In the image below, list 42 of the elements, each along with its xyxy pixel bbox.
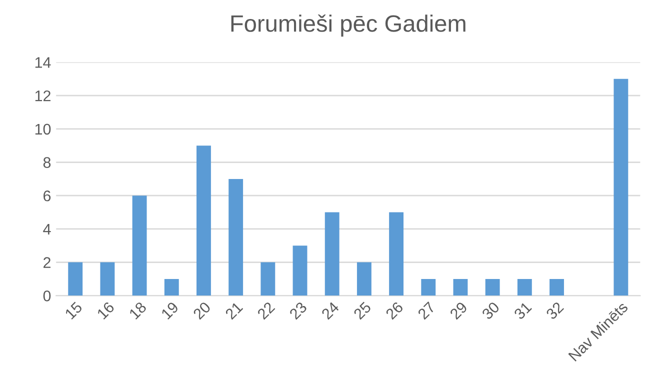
y-tick-label: 2 [44,257,50,268]
bar [517,278,532,296]
bar [324,212,340,296]
x-tick-label: 20 [192,301,212,320]
x-tick-label: 32 [545,301,564,320]
y-tick-label: 8 [43,157,51,168]
bar [196,146,211,296]
bar [68,262,83,296]
bar [614,78,628,296]
x-tick-label: 26 [385,301,404,320]
x-tick-label: 23 [288,301,308,320]
x-tick-label: 15 [64,301,83,320]
bar [260,262,276,296]
x-tick-label: 29 [449,301,468,320]
bar [164,278,179,296]
bar [453,278,468,296]
x-tick-label: 27 [417,301,436,320]
x-tick-label: 22 [256,301,276,320]
bar [550,278,564,296]
x-tick-label: 18 [128,301,148,320]
bar [389,212,404,296]
y-tick-label: 4 [43,224,51,234]
bar [421,278,436,296]
bar [485,278,500,296]
y-tick-label: 12 [35,90,50,102]
y-tick-label: 14 [35,57,51,68]
chart-title: Forumieši pēc Gadiem [231,14,466,37]
y-tick-label: 0 [43,290,51,302]
bar [228,178,244,296]
x-tick-label: 24 [320,301,340,320]
bar [132,196,147,296]
y-tick-label: 10 [35,124,51,135]
x-tick-label: 19 [160,301,180,320]
x-tick-label: 31 [513,301,532,320]
bar [100,262,115,296]
bar [356,262,372,296]
x-tick-label: 25 [353,301,372,320]
bar [292,246,308,296]
x-tick-label: 30 [481,301,500,320]
y-tick-label: 6 [44,190,51,202]
x-tick-label: 21 [224,301,244,320]
x-tick-label: 16 [96,301,115,320]
